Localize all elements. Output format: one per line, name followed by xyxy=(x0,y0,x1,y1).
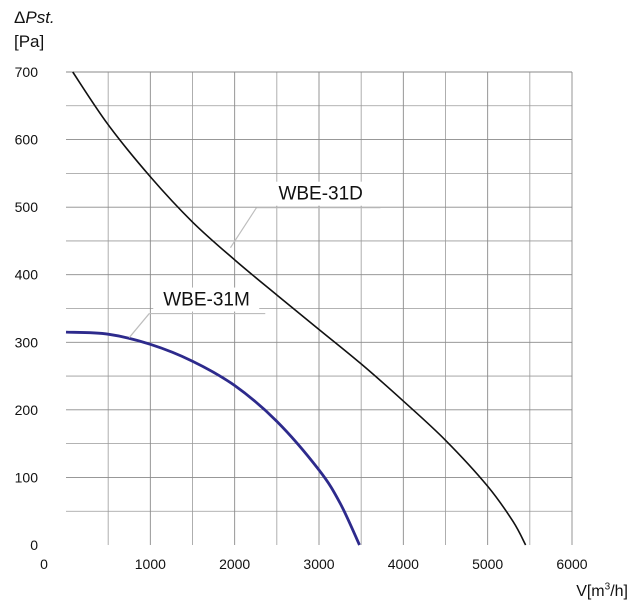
leader-line xyxy=(229,207,257,249)
series-line-wbe-31d xyxy=(72,71,527,546)
label-backdrop xyxy=(153,287,260,312)
series-label-wbe-31d: WBE-31D xyxy=(278,184,362,205)
leader-line xyxy=(128,313,150,338)
x-axis-label: V[m3/h] xyxy=(576,581,628,601)
x-tick-label: 5000 xyxy=(472,556,503,572)
x-axis-label-exponent: 3 xyxy=(604,581,611,593)
y-tick-label: 100 xyxy=(15,469,39,485)
y-tick-label: 400 xyxy=(15,267,39,283)
y-tick-label: 700 xyxy=(15,64,39,80)
x-tick-label: 0 xyxy=(40,556,48,572)
series-line-wbe-31m xyxy=(65,330,361,546)
y-tick-label: 500 xyxy=(15,199,39,215)
x-tick-label: 4000 xyxy=(388,556,419,572)
series-annotations: WBE-31D WBE-31M xyxy=(128,181,381,338)
y-tick-label: 600 xyxy=(15,132,39,148)
x-tick-label: 1000 xyxy=(135,556,166,572)
x-tick-label: 6000 xyxy=(556,556,587,572)
series-lines xyxy=(65,71,527,546)
x-tick-labels: 0 1000 2000 3000 4000 5000 6000 xyxy=(40,556,588,572)
series-label-wbe-31m: WBE-31M xyxy=(163,290,250,311)
x-tick-label: 3000 xyxy=(303,556,334,572)
x-axis-label-suffix: /h] xyxy=(610,583,628,600)
y-tick-label: 200 xyxy=(15,402,39,418)
y-axis-unit: [Pa] xyxy=(14,32,45,51)
y-axis-label: ΔPst. xyxy=(14,8,55,28)
y-axis-quantity: Pst. xyxy=(25,8,55,27)
label-backdrop xyxy=(260,181,375,206)
y-tick-labels: 0 100 200 300 400 500 600 700 xyxy=(15,64,39,553)
y-tick-label: 300 xyxy=(15,334,39,350)
x-tick-label: 2000 xyxy=(219,556,250,572)
delta-symbol: Δ xyxy=(14,8,26,27)
y-tick-label: 0 xyxy=(30,537,38,553)
x-axis-label-prefix: V[m xyxy=(576,583,605,600)
